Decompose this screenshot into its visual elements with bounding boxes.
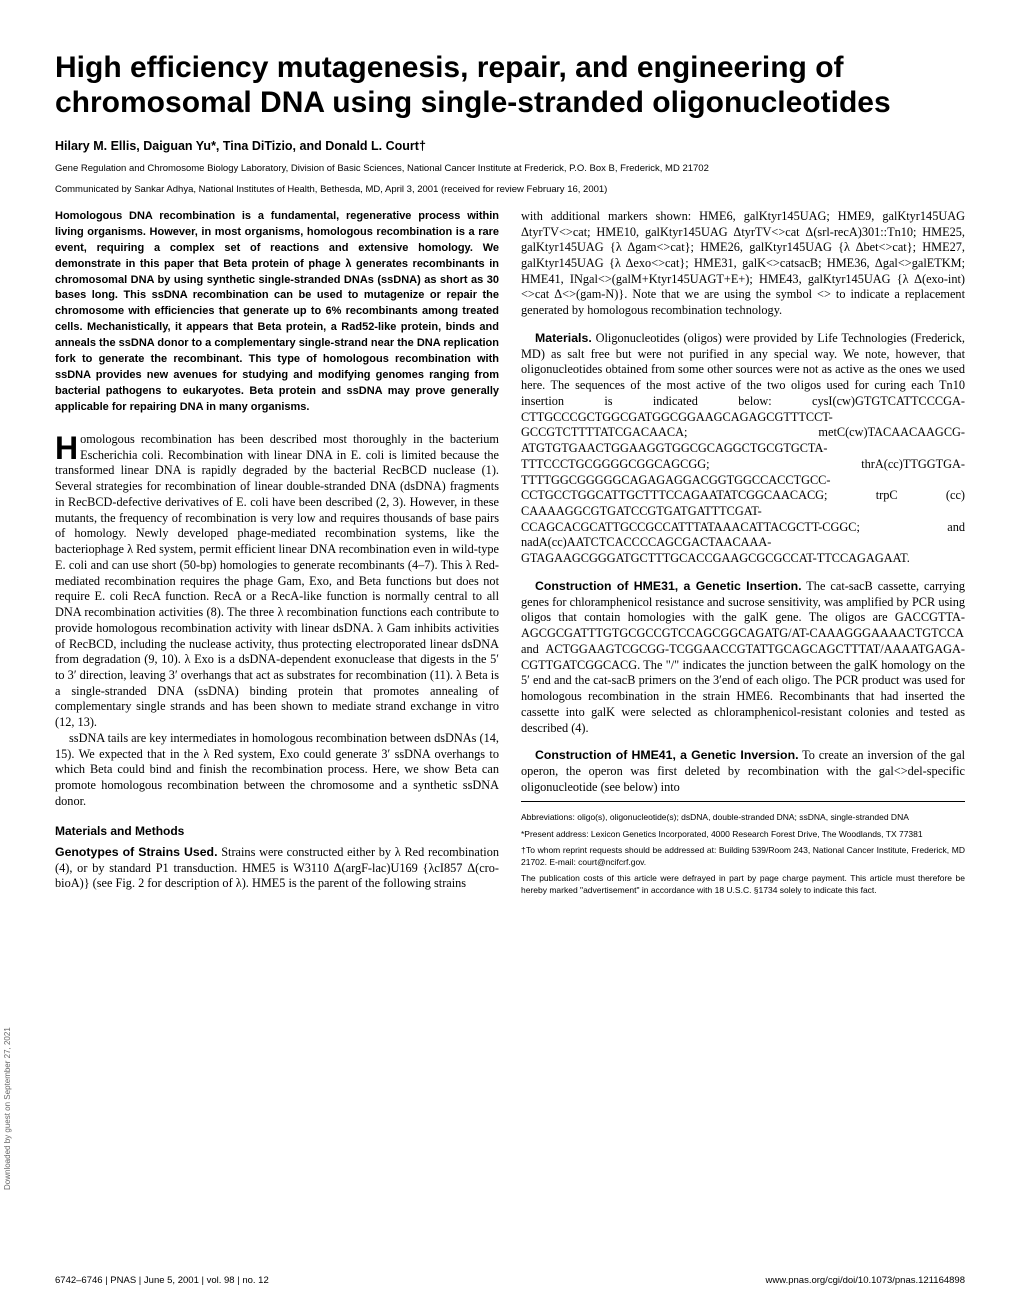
article-authors: Hilary M. Ellis, Daiguan Yu*, Tina DiTiz… [55, 139, 965, 153]
runin-head-materials: Materials. [535, 331, 592, 345]
footnote-rule [521, 801, 965, 802]
section-heading-materials: Materials and Methods [55, 824, 499, 839]
column-right: with additional markers shown: HME6, gal… [521, 209, 965, 902]
hme41-paragraph: Construction of HME41, a Genetic Inversi… [521, 748, 965, 795]
two-column-layout: Homologous DNA recombination is a fundam… [55, 209, 965, 902]
download-sidetext: Downloaded by guest on September 27, 202… [3, 1027, 12, 1190]
communicated-line: Communicated by Sankar Adhya, National I… [55, 184, 965, 195]
footnote-abbreviations: Abbreviations: oligo(s), oligonucleotide… [521, 812, 965, 823]
hme31-paragraph: Construction of HME31, a Genetic Inserti… [521, 579, 965, 736]
footnote-present-address: *Present address: Lexicon Genetics Incor… [521, 829, 965, 840]
footnote-publication: The publication costs of this article we… [521, 873, 965, 896]
runin-head-hme41: Construction of HME41, a Genetic Inversi… [535, 748, 799, 762]
runin-head-genotypes: Genotypes of Strains Used. [55, 845, 218, 859]
footnotes-block: Abbreviations: oligo(s), oligonucleotide… [521, 812, 965, 896]
materials-paragraph: Materials. Oligonucleotides (oligos) wer… [521, 331, 965, 567]
affiliation-line: Gene Regulation and Chromosome Biology L… [55, 163, 965, 174]
strains-continuation: with additional markers shown: HME6, gal… [521, 209, 965, 319]
body-paragraph-2: ssDNA tails are key intermediates in hom… [55, 731, 499, 810]
footer-left: 6742–6746 | PNAS | June 5, 2001 | vol. 9… [55, 1275, 269, 1286]
page-footer: 6742–6746 | PNAS | June 5, 2001 | vol. 9… [55, 1275, 965, 1286]
article-title: High efficiency mutagenesis, repair, and… [55, 50, 965, 121]
hme31-body: The cat-sacB cassette, carrying genes fo… [521, 579, 965, 735]
genotypes-paragraph: Genotypes of Strains Used. Strains were … [55, 845, 499, 892]
footnote-reprint: †To whom reprint requests should be addr… [521, 845, 965, 868]
abstract-text: Homologous DNA recombination is a fundam… [55, 209, 499, 416]
footer-right: www.pnas.org/cgi/doi/10.1073/pnas.121164… [766, 1275, 965, 1286]
column-left: Homologous DNA recombination is a fundam… [55, 209, 499, 902]
body-paragraph-1: Homologous recombination has been descri… [55, 432, 499, 731]
runin-head-hme31: Construction of HME31, a Genetic Inserti… [535, 579, 802, 593]
materials-body: Oligonucleotides (oligos) were provided … [521, 331, 965, 565]
